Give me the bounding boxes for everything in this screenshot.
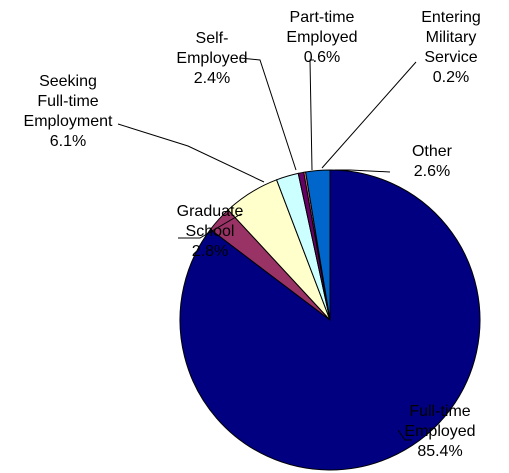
leader-line-self-employed — [239, 57, 297, 171]
slice-label-self-employed: Self- Employed 2.4% — [176, 30, 247, 87]
slice-name-label: Other — [412, 143, 453, 160]
slice-value-label: 0.6% — [304, 49, 340, 66]
leader-line-part-time-employed — [309, 59, 314, 171]
slice-name-label: Graduate — [177, 203, 244, 220]
slice-name-label: Employed — [176, 50, 247, 67]
slice-label-graduate-school: Graduate School 2.8% — [177, 203, 244, 260]
slice-value-label: 6.1% — [50, 133, 86, 150]
leader-line-entering-military-service — [321, 61, 417, 169]
slice-name-label: Service — [424, 49, 477, 66]
slice-name-label: Entering — [421, 9, 481, 26]
slice-label-other: Other 2.6% — [412, 143, 453, 180]
slice-name-label: Military — [426, 29, 477, 46]
slice-value-label: 85.4% — [417, 443, 462, 460]
slice-label-part-time-employed: Part-time Employed 0.6% — [286, 9, 357, 66]
leader-line-other — [335, 169, 391, 173]
slice-name-label: Full-time — [37, 93, 98, 110]
slice-value-label: 0.2% — [433, 69, 469, 86]
leader-lines — [117, 57, 417, 441]
slice-other — [305, 169, 331, 321]
leader-line-seeking-full-time-employment — [117, 123, 265, 183]
slice-value-label: 2.4% — [194, 70, 230, 87]
slice-label-entering-military-service: Entering Military Service 0.2% — [421, 9, 481, 86]
pie-slices — [179, 169, 481, 471]
slice-name-label: Employed — [286, 29, 357, 46]
slice-value-label: 2.8% — [192, 243, 228, 260]
slice-name-label: Part-time — [290, 9, 355, 26]
slice-label-seeking-full-time-employment: Seeking Full-time Employment 6.1% — [24, 73, 113, 150]
slice-name-label: Employed — [404, 423, 475, 440]
slice-name-label: Seeking — [39, 73, 97, 90]
slice-name-label: Self- — [196, 30, 229, 47]
slice-value-label: 2.6% — [414, 163, 450, 180]
slice-labels: Full-time Employed 85.4% Graduate School 2.8%… — [24, 9, 481, 460]
leader-line-graduate-school — [178, 213, 242, 239]
slice-label-full-time-employed: Full-time Employed 85.4% — [404, 403, 475, 460]
slice-name-label: Full-time — [409, 403, 470, 420]
slice-name-label: Employment — [24, 113, 113, 130]
leader-line-full-time-employed — [397, 429, 412, 441]
slice-name-label: School — [186, 223, 235, 240]
